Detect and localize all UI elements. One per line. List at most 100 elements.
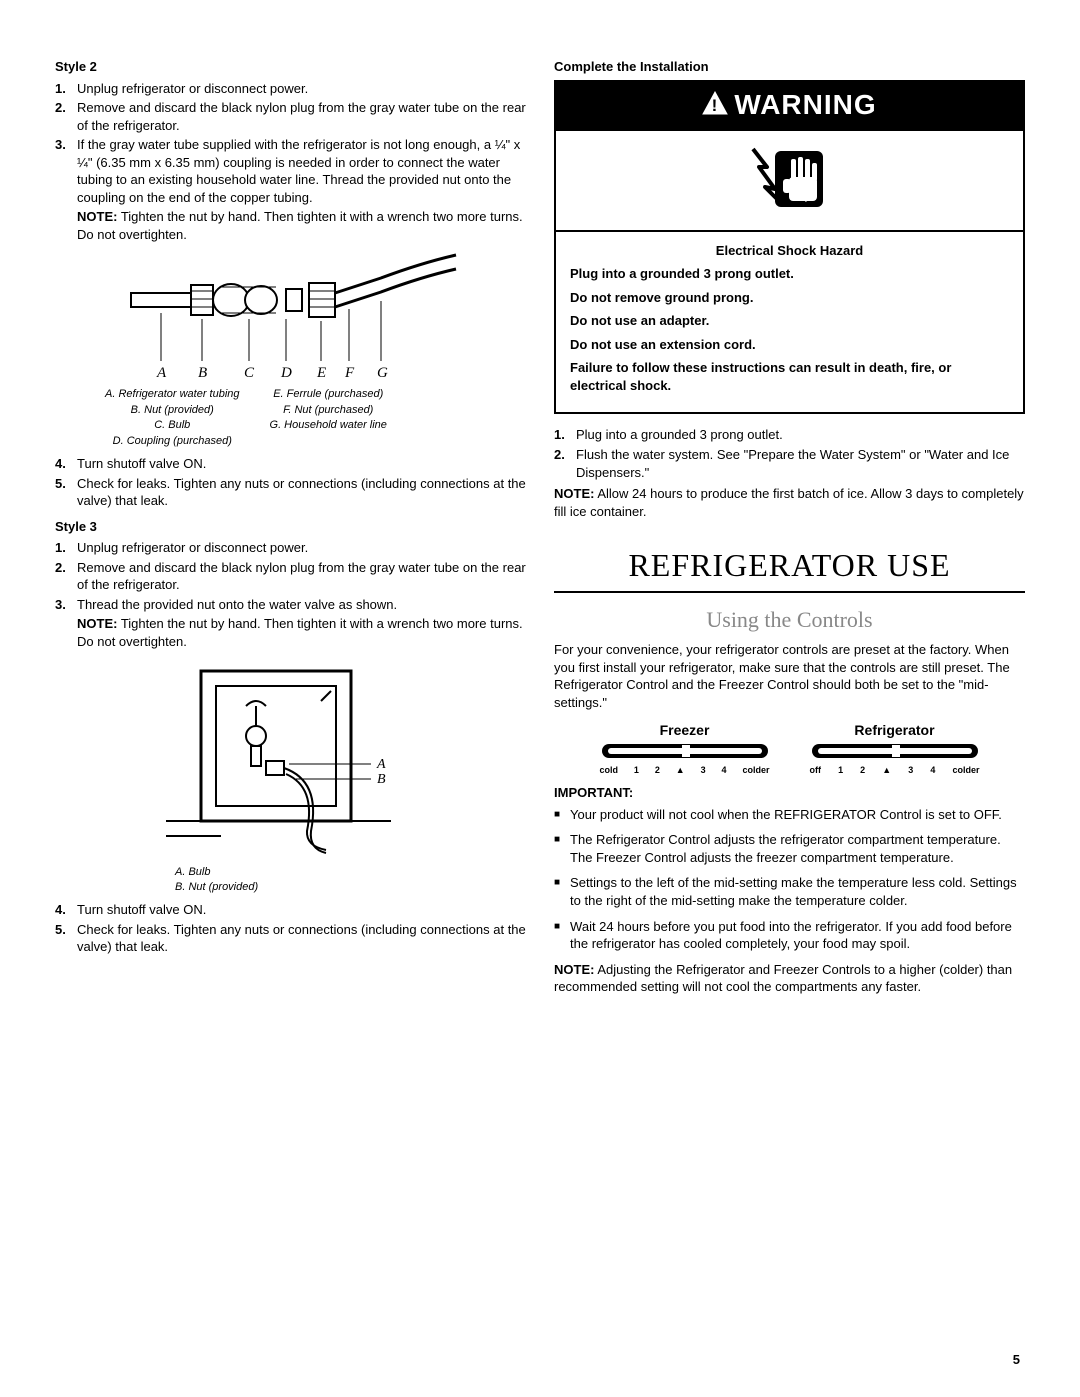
svg-text:B: B: [377, 772, 386, 787]
step-num: 2.: [55, 559, 77, 594]
note-text: Adjusting the Refrigerator and Freezer C…: [554, 962, 1012, 995]
step-num: 2.: [554, 446, 576, 481]
left-column: Style 2 1.Unplug refrigerator or disconn…: [55, 50, 526, 996]
warn-line: Do not remove ground prong.: [570, 289, 1009, 307]
step-num: 1.: [554, 426, 576, 444]
warn-line: Do not use an extension cord.: [570, 336, 1009, 354]
svg-text:G: G: [377, 365, 388, 381]
svg-text:B: B: [198, 365, 207, 381]
style3-steps: 1.Unplug refrigerator or disconnect powe…: [55, 539, 526, 650]
bullet-text: Wait 24 hours before you put food into t…: [570, 918, 1025, 953]
legend-item: B. Nut (provided): [175, 880, 526, 895]
step-text: If the gray water tube supplied with the…: [77, 136, 526, 243]
legend-item: G. Household water line: [270, 418, 387, 433]
style2-steps: 1.Unplug refrigerator or disconnect powe…: [55, 80, 526, 244]
step-num: 5.: [55, 921, 77, 956]
note-label: NOTE:: [77, 209, 117, 224]
note-label: NOTE:: [554, 486, 594, 501]
controls-row: Freezer cold 1 2 ▲ 3 4 colder Refrigera: [554, 721, 1025, 776]
style3-steps-cont: 4.Turn shutoff valve ON. 5.Check for lea…: [55, 901, 526, 956]
style3-heading: Style 3: [55, 518, 526, 536]
step-num: 2.: [55, 99, 77, 134]
tick: 4: [930, 764, 935, 776]
bullet-text: Your product will not cool when the REFR…: [570, 806, 1002, 824]
warn-line: Failure to follow these instructions can…: [570, 359, 1009, 394]
warning-body: Electrical Shock Hazard Plug into a grou…: [556, 232, 1023, 413]
step-num: 3.: [55, 596, 77, 651]
section-title: REFRIGERATOR USE: [554, 544, 1025, 587]
tick: ▲: [882, 764, 891, 776]
svg-text:C: C: [244, 365, 255, 381]
step-num: 1.: [55, 539, 77, 557]
legend-item: D. Coupling (purchased): [105, 434, 240, 449]
warning-triangle-icon: !: [702, 87, 728, 125]
freezer-ticks: cold 1 2 ▲ 3 4 colder: [600, 764, 770, 776]
tick: 2: [655, 764, 660, 776]
warning-title: WARNING: [734, 89, 876, 120]
warn-line: Plug into a grounded 3 prong outlet.: [570, 265, 1009, 283]
important-label: IMPORTANT:: [554, 784, 1025, 802]
tick: cold: [600, 764, 619, 776]
post-install-steps: 1.Plug into a grounded 3 prong outlet. 2…: [554, 426, 1025, 481]
freezer-control: Freezer cold 1 2 ▲ 3 4 colder: [600, 721, 770, 776]
svg-text:A: A: [376, 757, 386, 772]
warning-header: ! WARNING: [556, 82, 1023, 132]
step-text: Remove and discard the black nylon plug …: [77, 99, 526, 134]
legend-item: F. Nut (purchased): [270, 403, 387, 418]
tick: 3: [701, 764, 706, 776]
step-num: 4.: [55, 455, 77, 473]
tick: 3: [908, 764, 913, 776]
step-text: Turn shutoff valve ON.: [77, 901, 526, 919]
tick: ▲: [676, 764, 685, 776]
note-text: Allow 24 hours to produce the first batc…: [554, 486, 1024, 519]
legend-item: C. Bulb: [105, 418, 240, 433]
title-rule: [554, 591, 1025, 593]
style3-note: NOTE: Tighten the nut by hand. Then tigh…: [77, 615, 526, 650]
step-text: Plug into a grounded 3 prong outlet.: [576, 426, 1025, 444]
step-num: 3.: [55, 136, 77, 243]
step-num: 1.: [55, 80, 77, 98]
note-text: Tighten the nut by hand. Then tighten it…: [77, 616, 523, 649]
svg-text:D: D: [280, 365, 292, 381]
svg-text:E: E: [316, 365, 326, 381]
complete-heading: Complete the Installation: [554, 58, 1025, 76]
style2-heading: Style 2: [55, 58, 526, 76]
step-text: Unplug refrigerator or disconnect power.: [77, 539, 526, 557]
step-text: Turn shutoff valve ON.: [77, 455, 526, 473]
step-num: 5.: [55, 475, 77, 510]
fridge-ticks: off 1 2 ▲ 3 4 colder: [810, 764, 980, 776]
two-column-layout: Style 2 1.Unplug refrigerator or disconn…: [55, 50, 1025, 996]
fig2-legend: A. Bulb B. Nut (provided): [55, 865, 526, 896]
control-label: Freezer: [600, 721, 770, 740]
svg-text:A: A: [156, 365, 167, 381]
step-text: Check for leaks. Tighten any nuts or con…: [77, 475, 526, 510]
post-note: NOTE: Allow 24 hours to produce the firs…: [554, 485, 1025, 520]
note-label: NOTE:: [77, 616, 117, 631]
right-column: Complete the Installation ! WARNING: [554, 50, 1025, 996]
tick: off: [810, 764, 822, 776]
step-text: Thread the provided nut onto the water v…: [77, 596, 526, 651]
legend-item: E. Ferrule (purchased): [270, 387, 387, 402]
step-text: Unplug refrigerator or disconnect power.: [77, 80, 526, 98]
warning-box: ! WARNING: [554, 80, 1025, 415]
controls-intro: For your convenience, your refrigerator …: [554, 641, 1025, 711]
tick: 4: [722, 764, 727, 776]
step-body: If the gray water tube supplied with the…: [77, 137, 520, 205]
warn-line: Do not use an adapter.: [570, 312, 1009, 330]
valve-figure: A B A. Bulb B. Nut (provided): [55, 661, 526, 896]
step-text: Check for leaks. Tighten any nuts or con…: [77, 921, 526, 956]
step-body: Thread the provided nut onto the water v…: [77, 597, 397, 612]
tick: colder: [742, 764, 769, 776]
warn-line: Electrical Shock Hazard: [570, 242, 1009, 260]
style2-steps-cont: 4.Turn shutoff valve ON. 5.Check for lea…: [55, 455, 526, 510]
step-num: 4.: [55, 901, 77, 919]
subsection-title: Using the Controls: [554, 605, 1025, 635]
legend-item: A. Refrigerator water tubing: [105, 387, 240, 402]
tick: 1: [838, 764, 843, 776]
bullet-text: The Refrigerator Control adjusts the ref…: [570, 831, 1025, 866]
final-note: NOTE: Adjusting the Refrigerator and Fre…: [554, 961, 1025, 996]
note-text: Tighten the nut by hand. Then tighten it…: [77, 209, 523, 242]
svg-text:F: F: [344, 365, 355, 381]
step-text: Flush the water system. See "Prepare the…: [576, 446, 1025, 481]
legend-item: B. Nut (provided): [105, 403, 240, 418]
